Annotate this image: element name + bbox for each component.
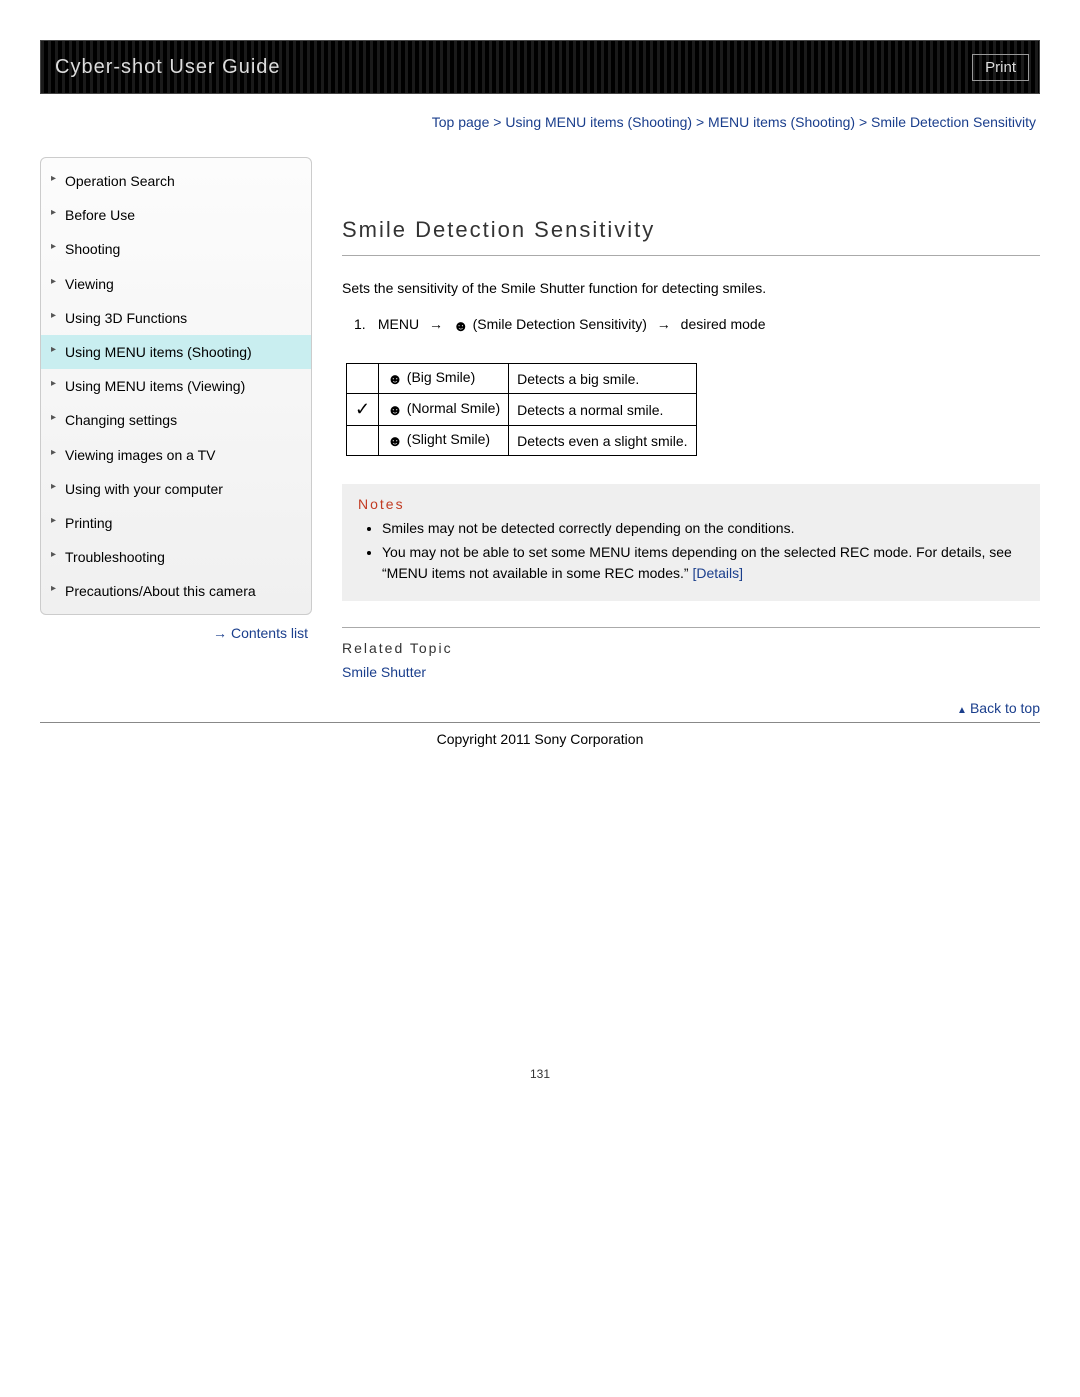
arrow-right-icon: → [429,313,443,335]
notes-title: Notes [358,496,1024,512]
back-to-top-text: Back to top [970,700,1040,716]
sidebar-item[interactable]: Precautions/About this camera [41,574,311,608]
back-to-top-wrap: ▲Back to top [342,700,1040,716]
related-link[interactable]: Smile Shutter [342,664,426,680]
breadcrumb-link[interactable]: MENU items (Shooting) [708,114,855,130]
mode-desc: Detects a normal smile. [509,394,696,426]
related-topic-title: Related Topic [342,640,1040,656]
sidebar: Operation Search Before Use Shooting Vie… [40,157,312,722]
mode-label: (Normal Smile) [407,400,500,416]
arrow-right-icon: → [657,313,671,335]
breadcrumb-link[interactable]: Top page [432,114,490,130]
arrow-right-icon: → [213,625,227,641]
divider [342,627,1040,628]
step-number: 1. [354,313,374,335]
page-title: Smile Detection Sensitivity [342,217,1040,243]
sidebar-item[interactable]: Viewing [41,267,311,301]
sidebar-item-active[interactable]: Using MENU items (Shooting) [41,335,311,369]
smile-icon: ☻ [387,433,403,450]
footer-divider [40,722,1040,723]
sidebar-nav: Operation Search Before Use Shooting Vie… [40,157,312,615]
smile-icon: ☻ [453,315,469,339]
breadcrumb: Top page > Using MENU items (Shooting) >… [40,112,1040,133]
check-cell: ✓ [347,394,379,426]
note-item: You may not be able to set some MENU ite… [382,542,1024,585]
sidebar-item[interactable]: Using MENU items (Viewing) [41,369,311,403]
triangle-up-icon: ▲ [957,705,967,716]
intro-text: Sets the sensitivity of the Smile Shutte… [342,278,1040,299]
mode-desc: Detects a big smile. [509,364,696,394]
mode-label-cell: ☻ (Slight Smile) [379,426,509,456]
sidebar-item[interactable]: Changing settings [41,403,311,437]
smile-icon: ☻ [387,402,403,419]
contents-list-link[interactable]: Contents list [231,625,308,641]
sidebar-item[interactable]: Shooting [41,232,311,266]
sidebar-item[interactable]: Using with your computer [41,472,311,506]
print-button[interactable]: Print [972,54,1029,81]
details-link[interactable]: [Details] [692,565,743,581]
note-item: Smiles may not be detected correctly dep… [382,518,1024,540]
table-row: ✓☻ (Normal Smile)Detects a normal smile. [347,394,697,426]
back-to-top-link[interactable]: ▲Back to top [957,700,1040,716]
step-tail-text: desired mode [681,316,766,332]
sidebar-item[interactable]: Troubleshooting [41,540,311,574]
sidebar-item[interactable]: Printing [41,506,311,540]
breadcrumb-link[interactable]: Using MENU items (Shooting) [505,114,692,130]
sidebar-item[interactable]: Operation Search [41,164,311,198]
sidebar-item[interactable]: Before Use [41,198,311,232]
table-row: ☻ (Slight Smile)Detects even a slight sm… [347,426,697,456]
breadcrumb-sep: > [489,114,505,130]
check-cell [347,426,379,456]
table-row: ☻ (Big Smile)Detects a big smile. [347,364,697,394]
notes-box: Notes Smiles may not be detected correct… [342,484,1040,601]
step-mid-text: (Smile Detection Sensitivity) [473,316,647,332]
page-number: 131 [40,1067,1040,1081]
sidebar-item[interactable]: Viewing images on a TV [41,438,311,472]
step-row: 1. MENU → ☻ (Smile Detection Sensitivity… [342,313,1040,339]
content-wrap: Operation Search Before Use Shooting Vie… [40,157,1040,722]
smile-icon: ☻ [387,371,403,388]
site-title: Cyber-shot User Guide [55,56,281,79]
breadcrumb-sep: > [692,114,708,130]
mode-label: (Big Smile) [407,369,475,385]
sidebar-item[interactable]: Using 3D Functions [41,301,311,335]
check-cell [347,364,379,394]
check-icon: ✓ [355,399,370,419]
divider [342,255,1040,256]
mode-label-cell: ☻ (Normal Smile) [379,394,509,426]
page-root: Cyber-shot User Guide Print Top page > U… [0,0,1080,1141]
main-content: Smile Detection Sensitivity Sets the sen… [342,157,1040,722]
mode-desc: Detects even a slight smile. [509,426,696,456]
breadcrumb-current[interactable]: Smile Detection Sensitivity [871,114,1036,130]
mode-label-cell: ☻ (Big Smile) [379,364,509,394]
copyright: Copyright 2011 Sony Corporation [40,731,1040,747]
breadcrumb-sep: > [855,114,871,130]
notes-list: Smiles may not be detected correctly dep… [358,518,1024,585]
step-menu-label: MENU [378,316,419,332]
header-bar: Cyber-shot User Guide Print [40,40,1040,94]
mode-table: ☻ (Big Smile)Detects a big smile.✓☻ (Nor… [346,363,697,456]
contents-list-wrap: →Contents list [40,625,312,641]
mode-label: (Slight Smile) [407,431,490,447]
